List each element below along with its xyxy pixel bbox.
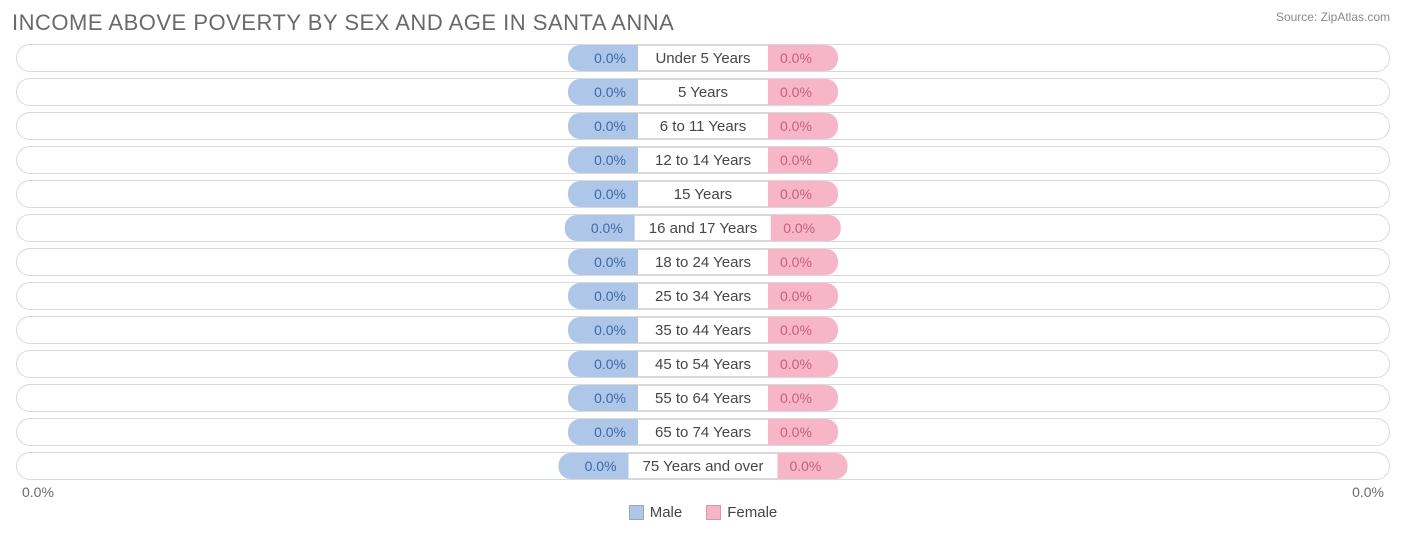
row-center-group: 0.0%5 Years0.0% (568, 79, 838, 105)
female-bar-segment: 0.0% (768, 249, 838, 275)
row-center-group: 0.0%15 Years0.0% (568, 181, 838, 207)
row-center-group: 0.0%55 to 64 Years0.0% (568, 385, 838, 411)
female-bar-segment: 0.0% (768, 385, 838, 411)
female-bar-segment: 0.0% (768, 181, 838, 207)
category-label: 75 Years and over (629, 453, 778, 479)
chart-row: 0.0%55 to 64 Years0.0% (16, 384, 1390, 412)
category-label: 6 to 11 Years (638, 113, 768, 139)
legend-item-male: Male (629, 504, 683, 521)
male-swatch-icon (629, 505, 644, 520)
row-center-group: 0.0%35 to 44 Years0.0% (568, 317, 838, 343)
legend-female-label: Female (727, 504, 777, 521)
category-label: 35 to 44 Years (638, 317, 768, 343)
chart-source: Source: ZipAtlas.com (1276, 10, 1390, 24)
row-center-group: 0.0%75 Years and over0.0% (559, 453, 848, 479)
female-bar-segment: 0.0% (768, 79, 838, 105)
chart-row: 0.0%25 to 34 Years0.0% (16, 282, 1390, 310)
male-bar-segment: 0.0% (568, 419, 638, 445)
row-center-group: 0.0%Under 5 Years0.0% (568, 45, 838, 71)
female-bar-segment: 0.0% (768, 317, 838, 343)
male-bar-segment: 0.0% (568, 317, 638, 343)
chart-row: 0.0%12 to 14 Years0.0% (16, 146, 1390, 174)
row-center-group: 0.0%65 to 74 Years0.0% (568, 419, 838, 445)
category-label: 12 to 14 Years (638, 147, 768, 173)
category-label: 45 to 54 Years (638, 351, 768, 377)
category-label: 18 to 24 Years (638, 249, 768, 275)
female-bar-segment: 0.0% (768, 351, 838, 377)
x-axis: 0.0% 0.0% (0, 484, 1406, 500)
chart-row: 0.0%5 Years0.0% (16, 78, 1390, 106)
female-bar-segment: 0.0% (768, 419, 838, 445)
category-label: 25 to 34 Years (638, 283, 768, 309)
male-bar-segment: 0.0% (568, 79, 638, 105)
chart-row: 0.0%65 to 74 Years0.0% (16, 418, 1390, 446)
female-bar-segment: 0.0% (768, 113, 838, 139)
chart-row: 0.0%35 to 44 Years0.0% (16, 316, 1390, 344)
chart-row: 0.0%16 and 17 Years0.0% (16, 214, 1390, 242)
legend-male-label: Male (650, 504, 683, 521)
category-label: 16 and 17 Years (635, 215, 771, 241)
female-bar-segment: 0.0% (777, 453, 847, 479)
category-label: 5 Years (638, 79, 768, 105)
male-bar-segment: 0.0% (568, 351, 638, 377)
diverging-bar-chart: 0.0%Under 5 Years0.0%0.0%5 Years0.0%0.0%… (0, 42, 1406, 480)
row-center-group: 0.0%25 to 34 Years0.0% (568, 283, 838, 309)
row-center-group: 0.0%16 and 17 Years0.0% (565, 215, 841, 241)
female-bar-segment: 0.0% (768, 45, 838, 71)
legend: Male Female (0, 504, 1406, 521)
category-label: 15 Years (638, 181, 768, 207)
male-bar-segment: 0.0% (568, 113, 638, 139)
axis-left-label: 0.0% (22, 484, 54, 500)
chart-row: 0.0%6 to 11 Years0.0% (16, 112, 1390, 140)
chart-title: INCOME ABOVE POVERTY BY SEX AND AGE IN S… (12, 10, 674, 36)
category-label: 55 to 64 Years (638, 385, 768, 411)
male-bar-segment: 0.0% (568, 283, 638, 309)
female-swatch-icon (706, 505, 721, 520)
male-bar-segment: 0.0% (568, 385, 638, 411)
chart-row: 0.0%15 Years0.0% (16, 180, 1390, 208)
chart-header: INCOME ABOVE POVERTY BY SEX AND AGE IN S… (0, 0, 1406, 42)
row-center-group: 0.0%6 to 11 Years0.0% (568, 113, 838, 139)
male-bar-segment: 0.0% (559, 453, 629, 479)
female-bar-segment: 0.0% (768, 283, 838, 309)
male-bar-segment: 0.0% (568, 45, 638, 71)
female-bar-segment: 0.0% (768, 147, 838, 173)
chart-row: 0.0%Under 5 Years0.0% (16, 44, 1390, 72)
row-center-group: 0.0%12 to 14 Years0.0% (568, 147, 838, 173)
axis-right-label: 0.0% (1352, 484, 1384, 500)
chart-row: 0.0%45 to 54 Years0.0% (16, 350, 1390, 378)
row-center-group: 0.0%18 to 24 Years0.0% (568, 249, 838, 275)
category-label: Under 5 Years (638, 45, 768, 71)
legend-item-female: Female (706, 504, 777, 521)
chart-row: 0.0%75 Years and over0.0% (16, 452, 1390, 480)
row-center-group: 0.0%45 to 54 Years0.0% (568, 351, 838, 377)
male-bar-segment: 0.0% (565, 215, 635, 241)
male-bar-segment: 0.0% (568, 181, 638, 207)
male-bar-segment: 0.0% (568, 249, 638, 275)
category-label: 65 to 74 Years (638, 419, 768, 445)
chart-row: 0.0%18 to 24 Years0.0% (16, 248, 1390, 276)
male-bar-segment: 0.0% (568, 147, 638, 173)
female-bar-segment: 0.0% (771, 215, 841, 241)
